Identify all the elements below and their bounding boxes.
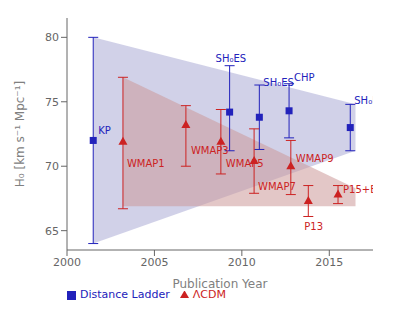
svg-text:Publication Year: Publication Year [172,277,267,291]
svg-text:CHP: CHP [294,72,315,83]
svg-text:2005: 2005 [140,256,168,269]
svg-text:WMAP7: WMAP7 [258,181,296,192]
html-text:Distance Ladder: Distance Ladder [80,288,170,301]
svg-text:P13: P13 [304,221,323,232]
svg-text:2015: 2015 [315,256,343,269]
svg-text:H₀ [km s⁻¹ Mpc⁻¹]: H₀ [km s⁻¹ Mpc⁻¹] [13,81,27,187]
html-text:ΛCDM: ΛCDM [192,288,226,301]
svg-text:65: 65 [45,225,59,238]
svg-text:KP: KP [98,125,111,136]
svg-text:2000: 2000 [53,256,81,269]
svg-text:WMAP5: WMAP5 [225,157,264,169]
svg-text:SH₀ES: SH₀ES [216,53,247,64]
svg-text:WMAP3: WMAP3 [191,145,229,156]
svg-text:70: 70 [45,160,59,173]
svg-text:SH₀ES: SH₀ES [263,77,294,88]
svg-text:SH₀ES: SH₀ES [354,95,373,106]
svg-text:WMAP1: WMAP1 [127,158,165,169]
svg-text:75: 75 [45,96,59,109]
svg-text:WMAP9: WMAP9 [296,153,334,164]
svg-text:P15+BAO: P15+BAO [343,184,373,195]
svg-text:80: 80 [45,31,59,44]
svg-text:2010: 2010 [228,256,256,269]
